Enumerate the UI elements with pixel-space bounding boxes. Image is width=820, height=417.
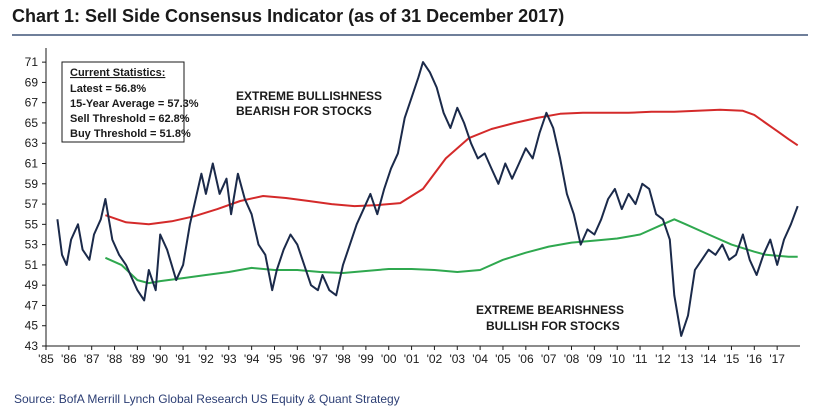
chart-title: Chart 1: Sell Side Consensus Indicator (… — [12, 6, 565, 26]
x-tick-label: '07 — [541, 352, 557, 366]
x-tick-label: '91 — [175, 352, 191, 366]
buy-threshold-line — [104, 218, 798, 285]
y-tick-label: 59 — [25, 177, 39, 191]
series-layer — [56, 61, 799, 337]
x-tick-label: '87 — [84, 352, 100, 366]
y-tick-label: 43 — [25, 339, 39, 353]
x-tick-label: '05 — [495, 352, 511, 366]
annotation-bullish-for-stocks: BULLISH FOR STOCKS — [486, 319, 620, 333]
x-tick-label: '14 — [701, 352, 717, 366]
stats-box-border — [61, 61, 185, 143]
x-axis: '85 '86 '87 '88 '89 '90 '91 '92 '93 '94 '95 '96 '97 '… — [38, 345, 800, 366]
x-tick-label: '85 — [38, 352, 54, 366]
x-tick-label: '88 — [107, 352, 123, 366]
title-divider — [12, 34, 808, 36]
x-tick-label: '92 — [198, 352, 214, 366]
x-tick-label: '90 — [152, 352, 168, 366]
y-tick-label: 45 — [25, 319, 39, 333]
x-tick-label: '86 — [61, 352, 77, 366]
x-tick-label: '00 — [381, 352, 397, 366]
annotation-extreme-bearishness: EXTREME BEARISHNESS — [476, 303, 624, 317]
y-tick-label: 47 — [25, 298, 39, 312]
y-tick-label: 53 — [25, 238, 39, 252]
y-tick-label: 57 — [25, 197, 39, 211]
stat-15yr-average: 15-Year Average = 57.3% — [70, 98, 199, 110]
x-tick-label: '96 — [290, 352, 306, 366]
x-tick-label: '17 — [769, 352, 785, 366]
x-tick-label: '15 — [724, 352, 740, 366]
annotation-bearish-for-stocks: BEARISH FOR STOCKS — [236, 104, 372, 118]
stat-buy-threshold: Buy Threshold = 51.8% — [70, 128, 191, 140]
x-tick-label: '95 — [267, 352, 283, 366]
x-tick-label: '99 — [358, 352, 374, 366]
x-tick-label: '06 — [518, 352, 534, 366]
stats-heading: Current Statistics: — [70, 67, 165, 79]
y-axis: 43 45 47 49 51 53 55 57 59 61 63 65 67 69 71 — [25, 48, 47, 353]
y-tick-label: 51 — [25, 258, 39, 272]
y-tick-label: 69 — [25, 75, 39, 89]
x-tick-label: '03 — [449, 352, 465, 366]
y-tick-label: 61 — [25, 157, 39, 171]
sell-threshold-line — [105, 108, 799, 226]
y-tick-label: 63 — [25, 136, 39, 150]
y-tick-label: 49 — [25, 278, 39, 292]
x-tick-label: '12 — [655, 352, 671, 366]
x-tick-label: '04 — [472, 352, 488, 366]
x-tick-label: '97 — [312, 352, 328, 366]
y-tick-label: 65 — [25, 116, 39, 130]
x-tick-label: '13 — [678, 352, 694, 366]
source-note: Source: BofA Merrill Lynch Global Resear… — [14, 392, 400, 406]
y-tick-label: 55 — [25, 217, 39, 231]
x-tick-label: '93 — [221, 352, 237, 366]
stat-latest: Latest = 56.8% — [70, 83, 146, 95]
stats-box: Current Statistics: Latest = 56.8% 15-Ye… — [61, 61, 199, 143]
x-tick-label: '09 — [587, 352, 603, 366]
stat-sell-threshold: Sell Threshold = 62.8% — [70, 113, 190, 125]
x-tick-label: '01 — [404, 352, 420, 366]
x-tick-label: '02 — [427, 352, 443, 366]
y-tick-label: 71 — [25, 55, 39, 69]
x-tick-label: '08 — [564, 352, 580, 366]
x-tick-label: '98 — [335, 352, 351, 366]
x-tick-label: '11 — [633, 352, 648, 366]
x-tick-label: '94 — [244, 352, 260, 366]
annotation-extreme-bullishness: EXTREME BULLISHNESS — [236, 89, 382, 103]
y-tick-label: 67 — [25, 96, 39, 110]
indicator-series-line — [56, 61, 799, 337]
x-tick-label: '89 — [130, 352, 146, 366]
x-tick-label: '10 — [609, 352, 625, 366]
x-tick-label: '16 — [746, 352, 762, 366]
